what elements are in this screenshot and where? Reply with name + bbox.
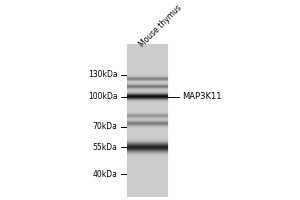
Text: 70kDa: 70kDa — [93, 122, 118, 131]
Text: Mouse thymus: Mouse thymus — [138, 3, 184, 49]
Text: 100kDa: 100kDa — [88, 92, 118, 101]
Text: 40kDa: 40kDa — [93, 170, 118, 179]
Text: 55kDa: 55kDa — [93, 143, 118, 152]
Text: MAP3K11: MAP3K11 — [182, 92, 222, 101]
Text: 130kDa: 130kDa — [88, 70, 118, 79]
